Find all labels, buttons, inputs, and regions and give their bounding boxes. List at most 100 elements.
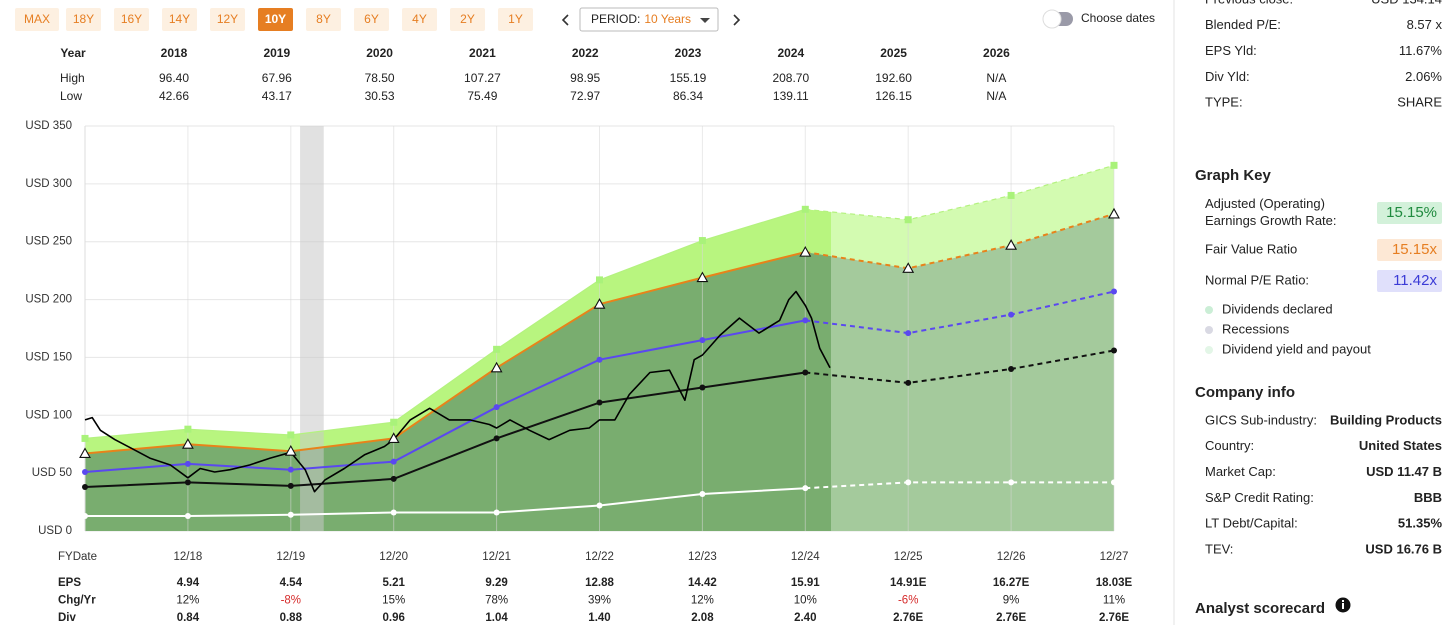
fundamentals-cell: 0.84 — [177, 612, 200, 624]
marker — [181, 438, 194, 449]
company-info-value: 51.35% — [1398, 516, 1443, 531]
marker — [905, 379, 912, 386]
year-table-year: 2026 — [983, 46, 1010, 60]
marker — [493, 509, 500, 516]
range-button-label[interactable]: 10Y — [265, 12, 286, 26]
marker — [802, 317, 809, 324]
range-button-label[interactable]: 18Y — [73, 12, 94, 26]
year-table-cell: 139.11 — [773, 89, 809, 103]
fundamentals-row-label: EPS — [58, 577, 81, 589]
series-line — [84, 208, 806, 439]
company-info-label: TEV: — [1205, 541, 1233, 556]
marker — [390, 458, 397, 465]
legend-label: Recessions — [1222, 321, 1290, 336]
marker — [1111, 347, 1117, 354]
marker — [184, 479, 191, 486]
marker — [596, 276, 603, 284]
range-button[interactable] — [306, 8, 341, 31]
summary-label: EPS Yld: — [1205, 43, 1257, 58]
range-button[interactable] — [498, 8, 533, 31]
range-button[interactable] — [114, 8, 149, 31]
period-next[interactable] — [733, 14, 741, 26]
range-button[interactable] — [258, 8, 293, 31]
graph-key-value: 11.42x — [1393, 272, 1437, 289]
marker — [1008, 479, 1015, 486]
marker — [902, 262, 915, 273]
company-info-value: USD 16.76 B — [1365, 541, 1442, 556]
marker — [184, 512, 191, 519]
range-button-label[interactable]: 14Y — [169, 12, 190, 26]
marker — [699, 337, 706, 344]
marker — [490, 361, 503, 373]
period-label[interactable]: PERIOD: 10 Years — [591, 12, 691, 26]
marker — [284, 445, 297, 456]
year-table-cell: 192.60 — [875, 71, 912, 85]
year-table-cell: 208.70 — [772, 71, 809, 85]
year-table-year: 2023 — [675, 46, 702, 60]
choose-dates-knob[interactable] — [1042, 9, 1062, 29]
range-button[interactable] — [66, 8, 101, 31]
x-tick-label: 12/18 — [174, 551, 203, 563]
fundamentals-cell: 15% — [382, 595, 405, 607]
range-button[interactable] — [210, 8, 245, 31]
period-select[interactable] — [579, 7, 719, 32]
legend-dot — [1205, 326, 1213, 334]
x-axis-label: FYDate — [58, 551, 97, 563]
range-button-label[interactable]: 4Y — [412, 12, 427, 26]
year-table-year: 2022 — [572, 46, 599, 60]
marker — [1111, 479, 1117, 486]
year-table-year: 2021 — [469, 46, 496, 60]
growth-band — [831, 165, 1114, 269]
graph-key-label: Adjusted (Operating) — [1205, 196, 1325, 211]
marker — [1005, 239, 1018, 250]
range-button-label[interactable]: 16Y — [121, 12, 142, 26]
series-line — [805, 164, 1115, 221]
year-table-cell: 30.53 — [365, 89, 395, 103]
fundamentals-cell: 10% — [794, 595, 817, 607]
range-button-label[interactable]: 8Y — [316, 12, 331, 26]
range-button-label[interactable]: 12Y — [217, 12, 238, 26]
company-info-value: Building Products — [1330, 412, 1442, 427]
marker — [799, 245, 812, 257]
range-button-label[interactable]: 1Y — [508, 12, 523, 26]
y-tick-label: USD 250 — [25, 236, 72, 248]
range-button-label[interactable]: 2Y — [460, 12, 475, 26]
summary-value: 8.57 x — [1407, 17, 1443, 32]
marker — [596, 399, 603, 406]
range-button[interactable] — [15, 8, 59, 31]
range-button[interactable] — [162, 8, 197, 31]
series-line — [84, 251, 806, 455]
range-button[interactable] — [354, 8, 389, 31]
y-tick-label: USD 50 — [32, 467, 72, 479]
legend-dot — [1205, 306, 1213, 314]
year-table-year: 2018 — [161, 46, 188, 60]
marker — [1008, 311, 1015, 318]
range-button-label[interactable]: 6Y — [364, 12, 379, 26]
company-info-label: Market Cap: — [1205, 464, 1276, 479]
year-table-row-label: Low — [60, 89, 82, 103]
year-table-cell: 72.97 — [570, 89, 600, 103]
fundamentals-cell: 16.27E — [993, 577, 1030, 589]
marker — [696, 271, 709, 283]
company-info-label: Country: — [1205, 438, 1254, 453]
series-line — [805, 349, 1115, 384]
graph-key-value: 15.15% — [1386, 204, 1437, 221]
range-button-label[interactable]: MAX — [24, 12, 50, 26]
graph-key-badge — [1377, 202, 1442, 224]
period-prev[interactable] — [561, 14, 569, 26]
marker — [1111, 288, 1117, 295]
range-button[interactable] — [402, 8, 437, 31]
marker — [79, 447, 91, 459]
fundamentals-cell: 2.40 — [794, 612, 816, 624]
info-icon-bar — [1342, 603, 1344, 609]
year-table-cell: 78.50 — [365, 71, 395, 85]
year-table-cell: 107.27 — [464, 71, 501, 85]
range-button[interactable] — [450, 8, 485, 31]
year-table-year: 2019 — [263, 46, 290, 60]
marker — [1110, 161, 1118, 169]
series-line — [805, 481, 1114, 490]
company-info-label: GICS Sub-industry: — [1205, 412, 1317, 427]
company-info-label: LT Debt/Capital: — [1205, 516, 1298, 531]
summary-label: Div Yld: — [1205, 69, 1250, 84]
